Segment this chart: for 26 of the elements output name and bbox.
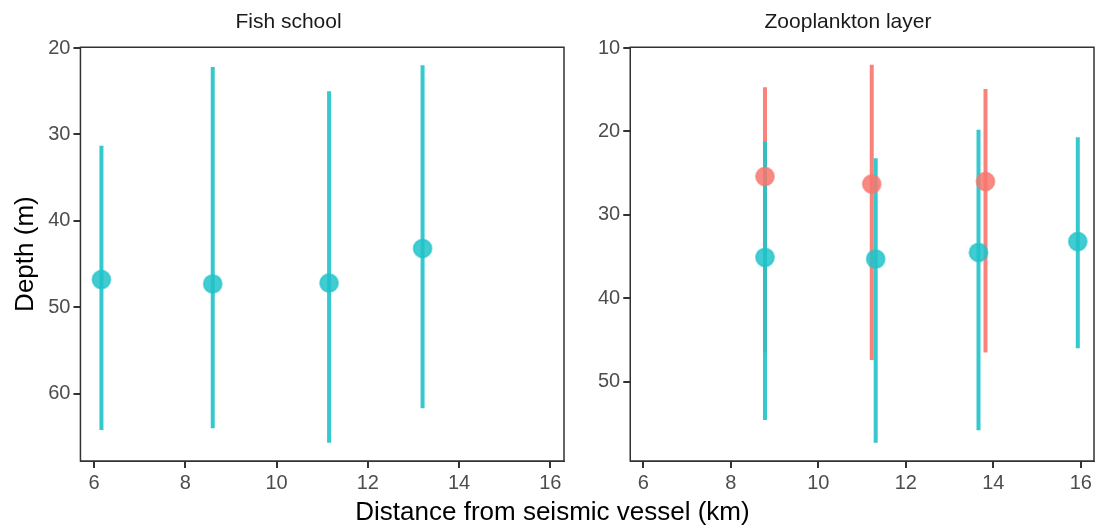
x-tick-label: 8 <box>725 470 737 493</box>
x-tick-label: 14 <box>447 470 471 493</box>
y-tick-label: 20 <box>48 35 71 58</box>
x-tick-label: 12 <box>356 470 379 493</box>
y-tick-label: 50 <box>48 294 71 317</box>
x-tick-label: 6 <box>637 470 649 493</box>
x-tick-label: 16 <box>539 470 562 493</box>
y-tick-label: 60 <box>48 381 71 404</box>
y-tick-label: 40 <box>48 208 71 231</box>
y-tick-label: 30 <box>598 202 621 225</box>
x-tick-label: 6 <box>88 470 100 493</box>
x-tick-label: 10 <box>265 470 288 493</box>
y-axis-title: Depth (m) <box>8 196 39 312</box>
y-tick-label: 30 <box>48 121 71 144</box>
x-axis-title: Distance from seismic vessel (km) <box>354 496 751 527</box>
x-tick-label: 12 <box>894 470 917 493</box>
chart-title: Zooplankton layer <box>764 9 932 33</box>
y-tick-label: 40 <box>598 285 621 308</box>
y-tick-label: 50 <box>598 369 621 392</box>
chart-title: Fish school <box>235 9 342 33</box>
y-tick-label: 20 <box>598 118 621 141</box>
x-tick-label: 8 <box>179 470 191 493</box>
x-tick-label: 10 <box>807 470 830 493</box>
x-tick-label: 14 <box>982 470 1005 493</box>
x-tick-label: 16 <box>1069 470 1092 493</box>
y-tick-label: 10 <box>598 35 621 58</box>
